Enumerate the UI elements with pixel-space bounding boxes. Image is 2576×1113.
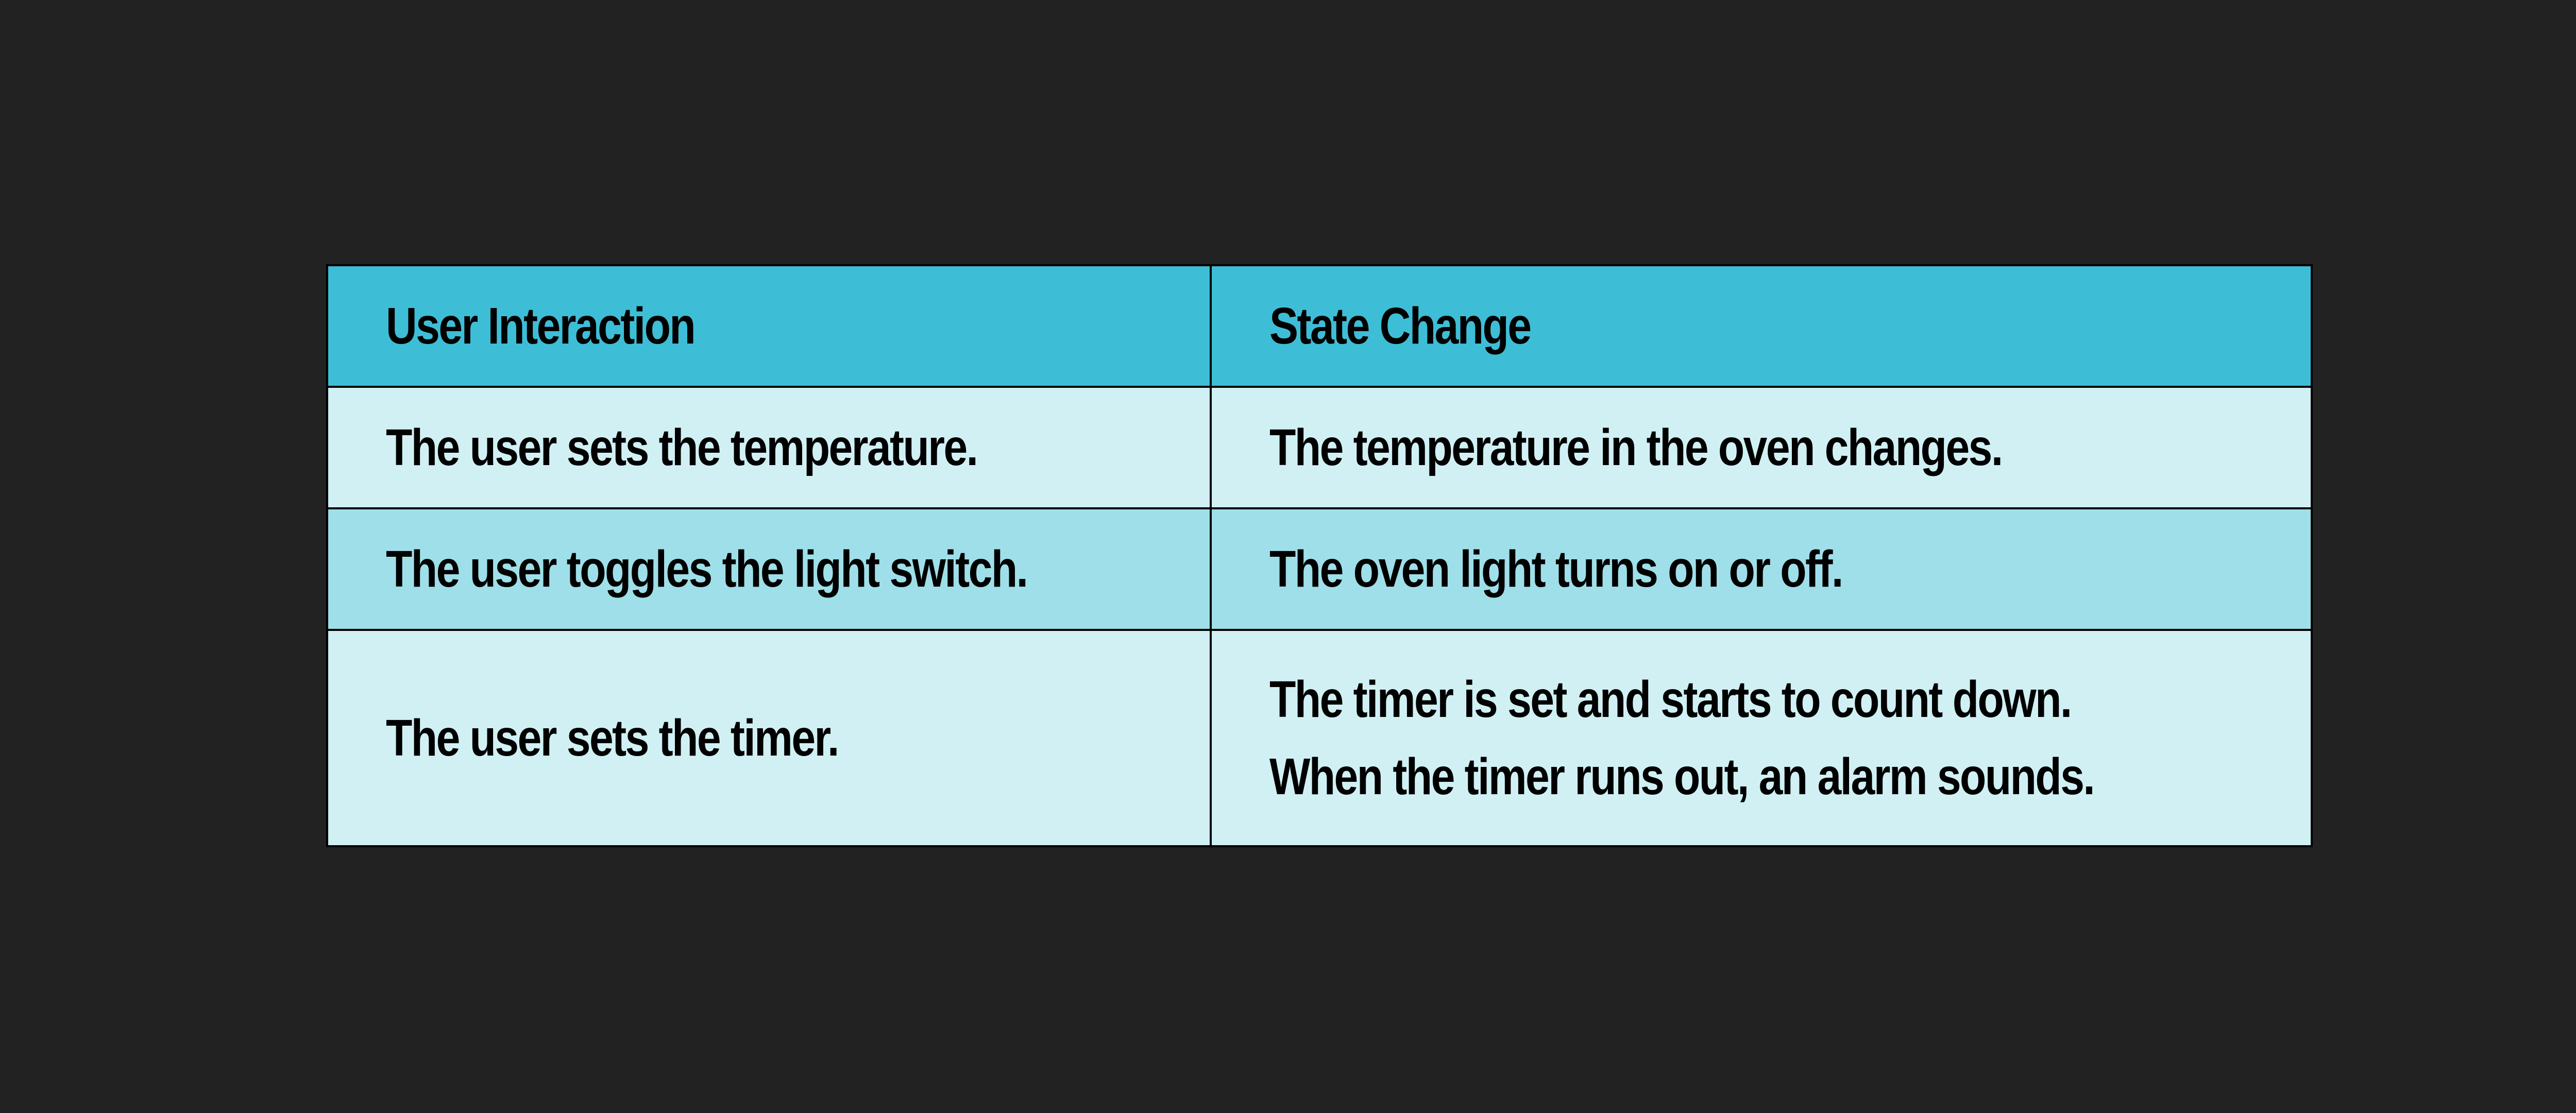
state-change-text: The temperature in the oven changes. (1269, 419, 2003, 476)
state-change-text-line-2: When the timer runs out, an alarm sounds… (1269, 748, 2095, 806)
table-row: The user toggles the light switch. The o… (326, 507, 2313, 631)
interaction-state-table: User Interaction State Change The user s… (326, 264, 2313, 847)
state-change-cell: The timer is set and starts to count dow… (1210, 629, 2313, 847)
header-label: State Change (1269, 297, 1532, 355)
header-state-change: State Change (1210, 264, 2313, 388)
interaction-text: The user toggles the light switch. (386, 540, 1028, 598)
interaction-text: The user sets the temperature. (386, 419, 978, 476)
table-header: User Interaction State Change (326, 264, 2313, 388)
table-body: The user sets the temperature. The tempe… (326, 386, 2313, 847)
state-change-cell: The oven light turns on or off. (1210, 507, 2313, 631)
interaction-cell: The user toggles the light switch. (326, 507, 1212, 631)
interaction-cell: The user sets the timer. (326, 629, 1212, 847)
table-row: The user sets the temperature. The tempe… (326, 386, 2313, 509)
state-change-text-line-1: The timer is set and starts to count dow… (1269, 671, 2072, 728)
header-row: User Interaction State Change (326, 264, 2313, 388)
state-change-cell: The temperature in the oven changes. (1210, 386, 2313, 509)
interaction-text: The user sets the timer. (386, 709, 839, 767)
interaction-cell: The user sets the temperature. (326, 386, 1212, 509)
header-label: User Interaction (386, 297, 696, 355)
interaction-state-table-container: User Interaction State Change The user s… (326, 264, 2313, 847)
state-change-text: The oven light turns on or off. (1269, 540, 1843, 598)
table-row: The user sets the timer. The timer is se… (326, 629, 2313, 847)
header-user-interaction: User Interaction (326, 264, 1212, 388)
